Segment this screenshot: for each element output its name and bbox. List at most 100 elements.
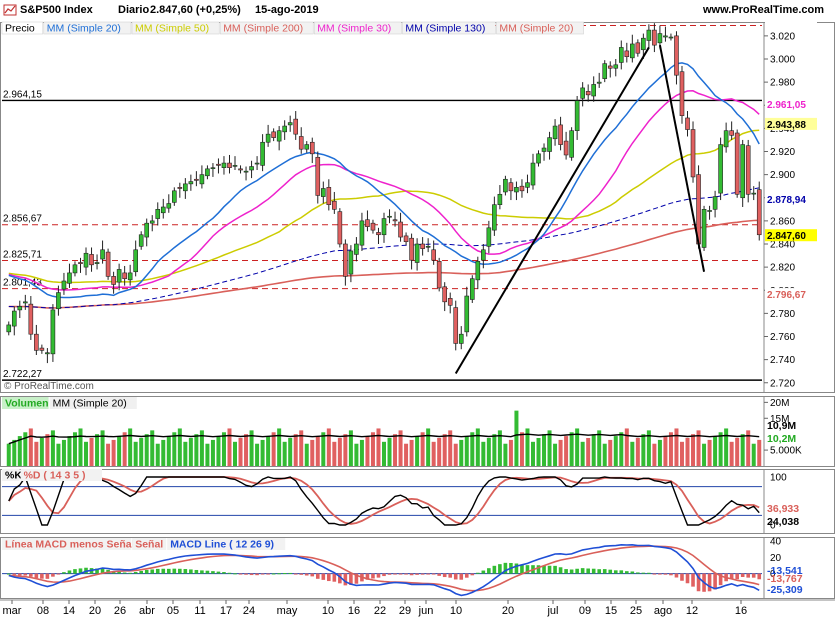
macd-hist-bar — [564, 569, 568, 574]
candle-body — [701, 209, 707, 248]
price-right-label-bg — [765, 19, 817, 32]
candle-body — [293, 118, 299, 135]
volume-bar — [84, 441, 89, 466]
price-legend-box — [496, 21, 584, 35]
ma20-line — [8, 62, 760, 299]
macd-y-tick-label: 20 — [770, 553, 782, 564]
candle-body — [734, 132, 740, 195]
candle-body — [425, 246, 431, 248]
volume-bar — [288, 438, 293, 466]
macd-hist-bar — [580, 568, 585, 574]
x-tick-label: mar — [3, 605, 22, 617]
ma130-line — [8, 187, 760, 309]
candle-body — [89, 254, 94, 266]
macd-hist-bar — [310, 573, 315, 577]
volume-bar — [359, 439, 364, 466]
candle-body — [177, 187, 183, 189]
candle-body — [492, 204, 497, 231]
candle-body — [635, 42, 641, 54]
candle-body — [674, 35, 679, 76]
volume-bar — [751, 443, 756, 466]
volume-bar — [713, 436, 718, 466]
volume-bar — [376, 428, 381, 466]
candle-body — [105, 251, 111, 277]
volume-bar — [89, 438, 94, 466]
candle-body — [111, 276, 116, 285]
macd-hist-bar — [200, 570, 204, 574]
chart-date: 15-ago-2019 — [255, 4, 319, 16]
watermark: © ProRealTime.com — [4, 381, 94, 392]
price-y-tick-label: 3.020 — [770, 31, 795, 42]
volume-bar — [602, 443, 607, 466]
candle-body — [591, 84, 596, 97]
price-legend-box — [402, 21, 496, 35]
volume-bar — [348, 430, 353, 466]
volume-bar — [393, 434, 398, 466]
macd-hist-bar — [536, 565, 541, 574]
volume-bar — [470, 432, 475, 466]
volume-bar — [685, 438, 690, 466]
volume-bar — [635, 438, 640, 466]
candle-body — [536, 153, 541, 164]
candle-body — [668, 36, 674, 39]
level-label-4: 2.722,27 — [3, 369, 42, 380]
candle-body — [39, 347, 45, 351]
macd-hist-bar — [282, 573, 287, 575]
macd-hist-bar — [227, 572, 232, 574]
candle-body — [580, 87, 585, 99]
macd-hist-bar — [382, 573, 386, 577]
candle-body — [309, 141, 315, 155]
price-legend-box — [131, 21, 220, 35]
volume-bar — [724, 428, 729, 466]
volume-bar — [194, 434, 199, 466]
macd-hist-bar — [415, 573, 419, 575]
volume-bar — [464, 436, 469, 466]
macd-hist-bar — [591, 568, 596, 574]
candle-body — [497, 193, 503, 205]
macd-hist-bar — [751, 573, 756, 578]
x-tick-label: 14 — [63, 605, 75, 617]
volume-bar — [266, 436, 271, 466]
candle-body — [447, 298, 453, 306]
x-tick-label: 11 — [194, 605, 205, 617]
volume-bar — [630, 441, 635, 466]
macd-hist-bar — [216, 571, 221, 574]
candle-body — [745, 145, 751, 195]
volume-bar — [409, 439, 414, 466]
candle-body — [271, 131, 276, 138]
candle-body — [469, 278, 475, 300]
macd-hist-bar — [448, 573, 453, 578]
volume-bar — [227, 428, 232, 466]
macd-hist-bar — [40, 573, 44, 579]
macd-hist-bar — [67, 570, 72, 574]
macd-hist-bar — [453, 573, 458, 580]
candle-body — [155, 209, 161, 219]
macd-hist-bar — [558, 567, 563, 574]
candle-body — [552, 125, 558, 140]
volume-bar — [702, 443, 707, 466]
macd-hist-bar — [338, 573, 342, 584]
candle-body — [144, 222, 150, 238]
macd-right-label: -13,767 — [767, 573, 803, 585]
volume-bar — [260, 439, 265, 466]
volume-bar — [624, 428, 629, 466]
macd-hist-bar — [222, 572, 226, 574]
candle-body — [149, 220, 155, 224]
volume-bar — [199, 430, 204, 466]
price-right-label-bg — [765, 98, 817, 111]
instrument-name: S&P500 Index — [20, 4, 93, 16]
volume-bar — [431, 441, 436, 466]
macd-legend-2: MACD Line ( 12 26 9) — [170, 539, 274, 551]
candle-body — [194, 178, 199, 181]
volume-bar — [696, 430, 701, 466]
price-y-tick-label: 2.900 — [770, 170, 795, 181]
volume-bar — [668, 432, 673, 466]
candle-body — [17, 306, 23, 311]
price-legend-3: MM (Simple 200) — [223, 23, 303, 35]
candle-body — [227, 162, 232, 168]
volume-bar — [17, 436, 22, 466]
macd-hist-bar — [95, 568, 99, 574]
macd-hist-bar — [437, 573, 441, 576]
candle-body — [100, 249, 105, 260]
candle-body — [541, 147, 547, 152]
